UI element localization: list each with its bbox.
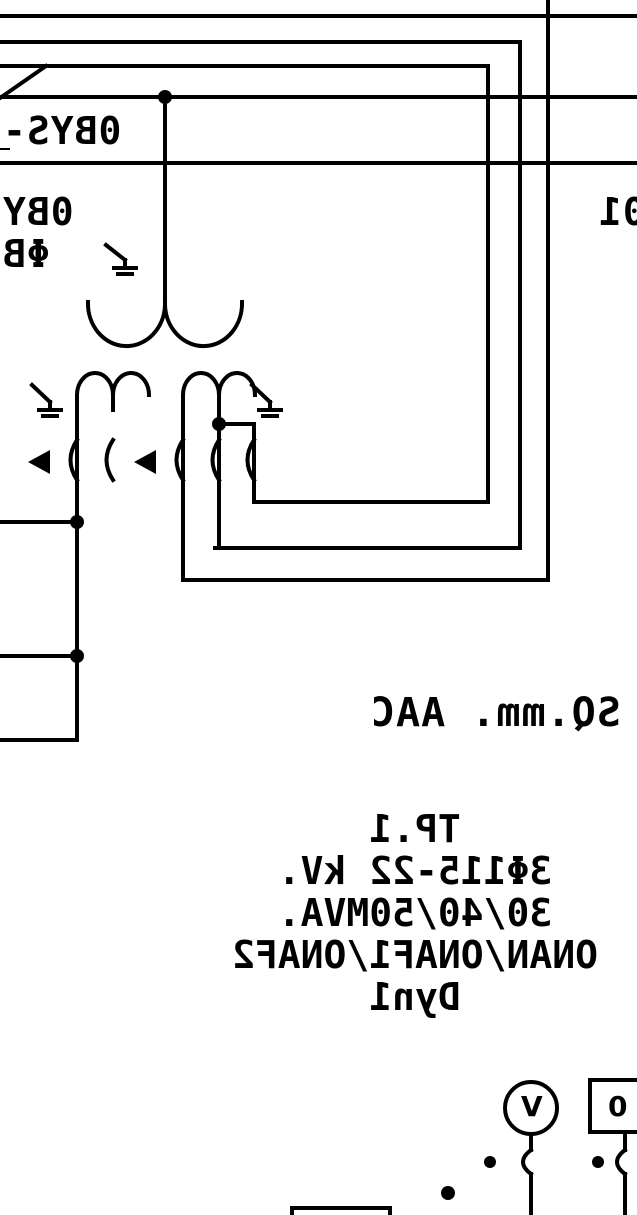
ground-symbol-3 <box>249 382 283 418</box>
meter-box-coil <box>615 1147 628 1177</box>
junction-dot-2 <box>212 417 226 431</box>
junction-dot-6 <box>592 1156 604 1168</box>
primary-winding-left <box>85 299 168 349</box>
transformer-cooling: ONAN/ONAF1/ONAF2 <box>231 933 599 977</box>
label-oby: 0BY <box>2 190 74 234</box>
junction-dot-5 <box>484 1156 496 1168</box>
voltmeter-label: V <box>521 1090 543 1123</box>
ct-right-coil-2 <box>216 371 258 398</box>
ct-left-coil-2 <box>110 371 152 398</box>
switch-blade <box>0 63 49 101</box>
primary-winding-right <box>162 299 245 349</box>
polarity-triangle-right <box>134 450 156 474</box>
ct-right-bracket-2 <box>210 437 222 483</box>
ground-symbol-2 <box>29 382 63 418</box>
transformer-name: TP.1 <box>369 807 461 851</box>
label-phase-b: ΦB <box>2 232 50 276</box>
meter-box <box>588 1078 637 1134</box>
transformer-rating: 30/40/50MVA. <box>277 891 553 935</box>
junction-dot-4 <box>70 649 84 663</box>
ct-left-bracket-1 <box>68 437 80 483</box>
label-obys: 0BYS- <box>2 109 122 153</box>
transformer-voltage: 3Φ115-22 kV. <box>277 849 553 893</box>
polarity-triangle-left <box>28 450 50 474</box>
voltmeter-coil <box>521 1147 534 1177</box>
label-right-edge: 01 <box>598 190 637 234</box>
label-conductor: SQ.mm. AAC <box>370 690 621 736</box>
transformer-data-block: TP.1 3Φ115-22 kV. 30/40/50MVA. ONAN/ONAF… <box>190 807 637 1019</box>
ct-left-bracket-2 <box>104 437 116 483</box>
ground-symbol-1 <box>103 242 138 276</box>
transformer-vector-group: Dyn1 <box>369 975 461 1019</box>
junction-dot-3 <box>70 515 84 529</box>
junction-dot-7 <box>441 1186 455 1200</box>
meter-box-label: 0 <box>608 1090 628 1123</box>
ct-right-bracket-1 <box>174 437 186 483</box>
junction-dot-1 <box>158 90 172 104</box>
